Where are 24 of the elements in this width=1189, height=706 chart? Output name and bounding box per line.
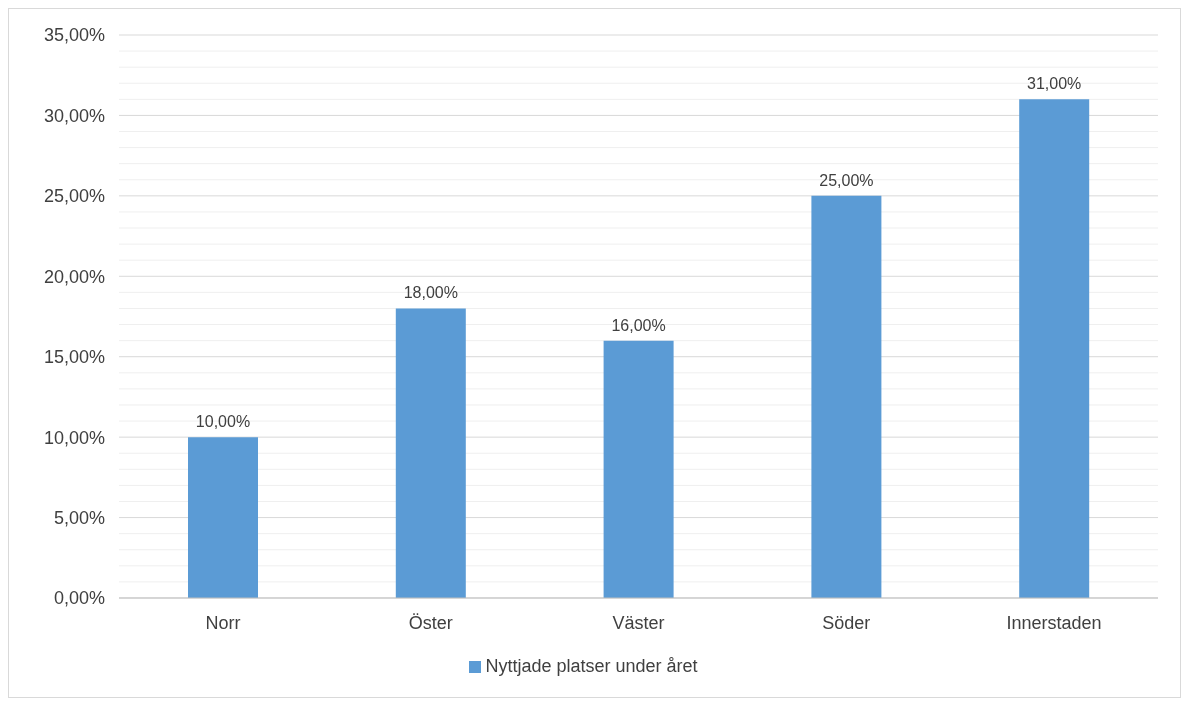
data-label: 18,00% <box>403 284 458 302</box>
y-tick-label: 30,00% <box>43 105 105 126</box>
data-label: 31,00% <box>1027 75 1082 93</box>
bar <box>188 437 258 598</box>
y-tick-label: 20,00% <box>43 266 105 287</box>
x-tick-label: Norr <box>205 612 241 633</box>
x-tick-label: Öster <box>408 612 453 633</box>
bar <box>811 195 882 598</box>
bar <box>1019 99 1090 598</box>
legend-label: Nyttjade platser under året <box>485 656 698 676</box>
bar <box>395 308 466 598</box>
y-tick-label: 25,00% <box>43 186 105 207</box>
x-tick-label: Väster <box>612 612 665 633</box>
x-tick-label: Söder <box>822 612 871 633</box>
y-tick-label: 15,00% <box>43 347 105 368</box>
data-label: 25,00% <box>819 171 874 189</box>
bar <box>603 340 674 598</box>
y-tick-label: 10,00% <box>43 427 105 448</box>
y-tick-label: 0,00% <box>53 588 105 609</box>
x-tick-label: Innerstaden <box>1006 612 1102 633</box>
data-label: 16,00% <box>611 316 666 334</box>
y-tick-label: 5,00% <box>53 507 105 528</box>
y-tick-label: 35,00% <box>43 25 105 46</box>
data-label: 10,00% <box>195 413 251 431</box>
